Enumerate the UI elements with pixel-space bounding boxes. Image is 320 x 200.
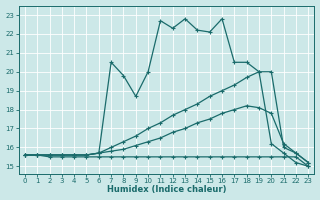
X-axis label: Humidex (Indice chaleur): Humidex (Indice chaleur)	[107, 185, 226, 194]
